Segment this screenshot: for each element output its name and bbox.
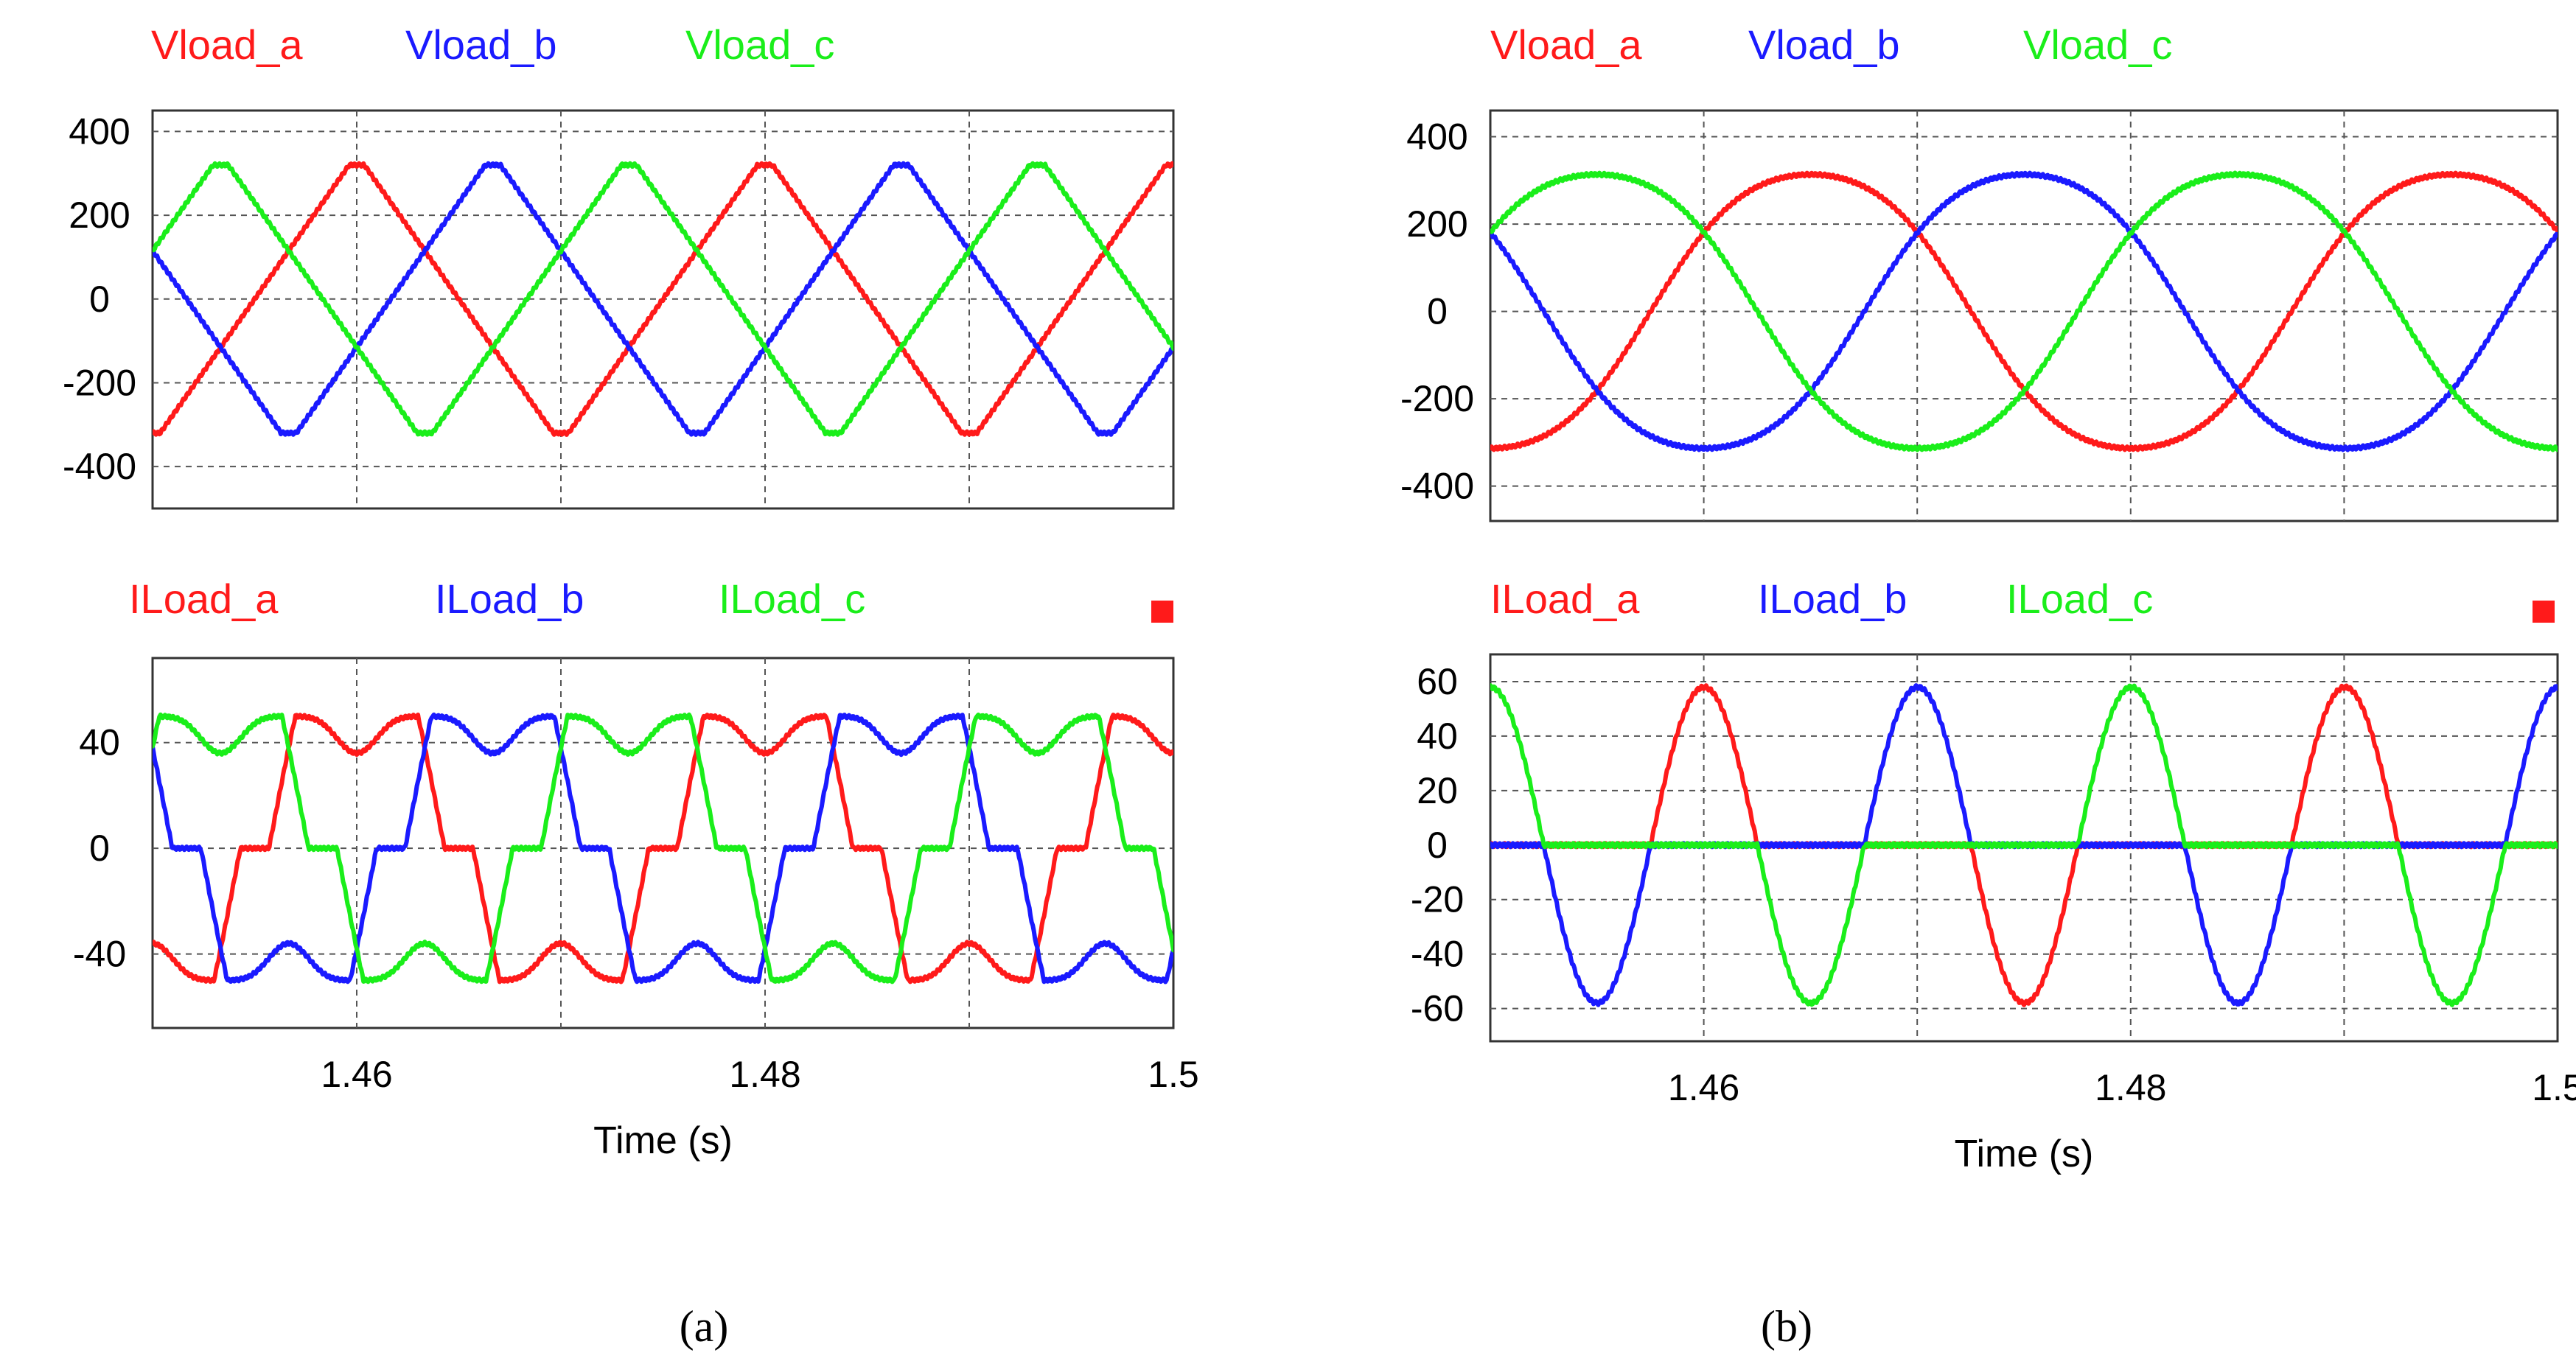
series-line-iload-a — [153, 713, 1173, 984]
legend-entry-vload-c: Vload_c — [685, 21, 834, 68]
legend-entry-iload-a: ILoad_a — [1490, 576, 1640, 622]
y-tick-label: 40 — [1417, 716, 1458, 757]
y-tick-label: -400 — [1400, 466, 1474, 507]
series-line-iload-c — [1490, 683, 2558, 1007]
series-line-vload-a — [153, 161, 1173, 437]
figure-label-b: (b) — [1761, 1302, 1812, 1351]
y-tick-label: -200 — [63, 362, 136, 403]
legend-entry-iload-c: ILoad_c — [2006, 576, 2153, 622]
y-tick-label: 0 — [89, 828, 110, 869]
figure-label-a: (a) — [680, 1302, 729, 1351]
y-tick-label: 0 — [1427, 291, 1448, 332]
legend-entry-vload-a: Vload_a — [1490, 21, 1642, 68]
legend-entry-iload-b: ILoad_b — [1758, 576, 1907, 622]
panel-a-current: 40 0 -40 1.46 1.48 1.5 Time (s) ILoad_a ILoad_b I… — [73, 576, 1199, 1162]
y-tick-label: 200 — [1406, 203, 1467, 245]
legend-entry-iload-a: ILoad_a — [129, 576, 279, 622]
y-tick-label: 200 — [69, 195, 130, 236]
series-line-vload-c — [153, 161, 1173, 437]
panel-b-current: 60 40 20 0 -20 -40 -60 1.46 1.48 1.5 Time (s) ILoad… — [1411, 576, 2576, 1175]
y-tick-label: -40 — [1411, 934, 1464, 975]
y-tick-label: -200 — [1400, 378, 1474, 419]
x-tick-label: 1.5 — [2532, 1067, 2576, 1108]
series-line-vload-b — [153, 161, 1173, 437]
y-tick-label: -20 — [1411, 879, 1464, 920]
y-tick-label: 400 — [69, 111, 130, 152]
legend-entry-iload-c: ILoad_c — [719, 576, 865, 622]
panel-b-voltage: 400 200 0 -200 -400 Vload_a Vload_b Vload_c — [1400, 21, 2559, 522]
red-marker-icon — [1151, 601, 1173, 623]
x-axis-label: Time (s) — [593, 1119, 733, 1162]
x-tick-label: 1.48 — [729, 1054, 800, 1095]
series-line-iload-b — [153, 712, 1173, 984]
series-line-vload-b — [1490, 170, 2558, 452]
red-marker-icon — [2533, 601, 2555, 623]
x-axis-label: Time (s) — [1955, 1133, 2094, 1175]
series-line-iload-c — [153, 712, 1173, 984]
y-tick-label: 40 — [79, 722, 120, 763]
legend-entry-vload-b: Vload_b — [405, 21, 557, 68]
plot-frame — [151, 657, 1175, 1029]
y-tick-label: 0 — [1427, 825, 1448, 866]
panel-a-voltage: 400 200 0 -200 -400 Vload_a Vload_b Vload_c — [63, 21, 1175, 510]
legend-entry-iload-b: ILoad_b — [435, 576, 584, 622]
legend-entry-vload-b: Vload_b — [1748, 21, 1900, 68]
plot-frame — [151, 109, 1175, 510]
x-tick-label: 1.46 — [1668, 1067, 1739, 1108]
y-tick-label: -60 — [1411, 988, 1464, 1029]
y-tick-label: -400 — [63, 446, 136, 487]
legend-entry-vload-c: Vload_c — [2023, 21, 2172, 68]
y-tick-label: -40 — [73, 934, 126, 975]
x-tick-label: 1.5 — [1148, 1054, 1199, 1095]
y-tick-label: 0 — [89, 279, 110, 320]
x-tick-label: 1.48 — [2095, 1067, 2166, 1108]
series-line-vload-c — [1490, 170, 2558, 452]
legend-entry-vload-a: Vload_a — [151, 21, 303, 68]
x-tick-label: 1.46 — [321, 1054, 392, 1095]
series-line-iload-a — [1490, 683, 2558, 1007]
y-tick-label: 400 — [1406, 116, 1467, 158]
y-tick-label: 20 — [1417, 770, 1458, 811]
y-tick-label: 60 — [1417, 661, 1458, 702]
plot-frame — [1489, 109, 2559, 522]
